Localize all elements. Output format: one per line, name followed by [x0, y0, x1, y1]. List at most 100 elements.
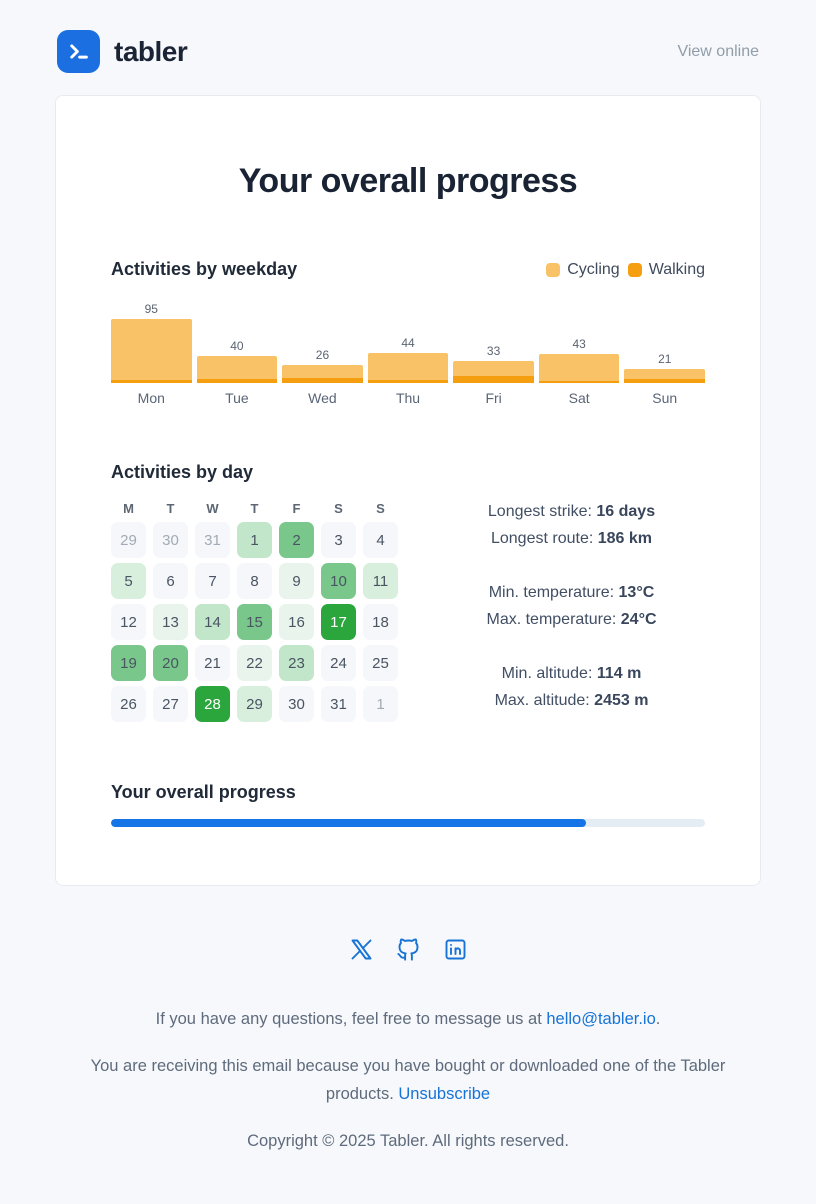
chart-category-label: Fri — [485, 390, 502, 406]
calendar-day-cell[interactable]: 17 — [321, 604, 356, 640]
calendar-day-cell[interactable]: 27 — [153, 686, 188, 722]
chart-category-label: Sat — [568, 390, 590, 406]
stat-group: Min. altitude: 114 m Max. altitude: 2453 … — [438, 660, 705, 714]
brand[interactable]: tabler — [57, 30, 188, 73]
stat-label: Min. altitude: — [501, 665, 597, 682]
stat-value: 24°C — [620, 611, 657, 628]
walking-bar-segment — [367, 380, 449, 383]
github-icon[interactable] — [395, 936, 422, 963]
legend-swatch-icon — [627, 262, 642, 277]
calendar-day-cell[interactable]: 8 — [237, 563, 272, 599]
calendar-day-cell[interactable]: 14 — [195, 604, 230, 640]
calendar-day-cell[interactable]: 29 — [237, 686, 272, 722]
chart-category-label: Thu — [395, 390, 421, 406]
chart-category-label: Tue — [225, 390, 249, 406]
calendar-day-cell[interactable]: 7 — [195, 563, 230, 599]
walking-bar-segment — [111, 380, 192, 383]
chart-category-label: Mon — [137, 390, 165, 406]
progress-section: Your overall progress — [111, 782, 705, 827]
stat-value: 186 km — [597, 530, 652, 547]
unsubscribe-link[interactable]: Unsubscribe — [398, 1085, 491, 1103]
walking-bar-segment — [538, 381, 620, 383]
progress-bar-track — [111, 819, 705, 827]
calendar-weekday-label: S — [334, 501, 343, 516]
calendar-day-cell[interactable]: 16 — [279, 604, 314, 640]
bar-stack[interactable] — [538, 354, 620, 383]
bar-value-label: 33 — [486, 344, 501, 358]
calendar-day-cell[interactable]: 30 — [153, 522, 188, 558]
progress-title: Your overall progress — [111, 782, 296, 802]
x-icon[interactable] — [348, 936, 375, 963]
email-link[interactable]: hello@tabler.io — [546, 1010, 656, 1028]
activity-stats: Longest strike: 16 days Longest route: 18… — [438, 462, 705, 722]
calendar-day-cell[interactable]: 4 — [363, 522, 398, 558]
calendar-day-cell[interactable]: 3 — [321, 522, 356, 558]
stat-value: 114 m — [596, 665, 642, 682]
calendar-day-cell[interactable]: 26 — [111, 686, 146, 722]
calendar-day-cell[interactable]: 12 — [111, 604, 146, 640]
calendar-day-cell[interactable]: 31 — [195, 522, 230, 558]
walking-bar-segment — [624, 379, 706, 383]
bar-stack[interactable] — [196, 356, 278, 383]
cycling-bar-segment — [367, 353, 449, 380]
calendar-day-cell[interactable]: 21 — [195, 645, 230, 681]
cycling-bar-segment — [111, 319, 192, 380]
walking-bar-segment — [453, 376, 534, 383]
bar-stack[interactable] — [111, 319, 192, 383]
brand-name: tabler — [114, 35, 188, 67]
calendar-day-cell[interactable]: 18 — [363, 604, 398, 640]
footer-reason-text: You are receiving this email because you… — [90, 1057, 726, 1103]
email-header: tabler View online — [55, 0, 761, 95]
calendar-day-cell[interactable]: 11 — [363, 563, 398, 599]
legend-swatch-icon — [546, 262, 561, 277]
calendar-day-cell[interactable]: 10 — [321, 563, 356, 599]
calendar-day-cell[interactable]: 25 — [363, 645, 398, 681]
calendar-day-cell[interactable]: 23 — [279, 645, 314, 681]
calendar-day-cell[interactable]: 5 — [111, 563, 146, 599]
calendar-day-cell[interactable]: 20 — [153, 645, 188, 681]
stat-label: Min. temperature: — [488, 584, 619, 601]
calendar-day-cell[interactable]: 24 — [321, 645, 356, 681]
bar-value-label: 95 — [144, 302, 158, 316]
calendar-day-cell[interactable]: 30 — [279, 686, 314, 722]
bar-stack[interactable] — [453, 361, 534, 383]
calendar-weekday-label: T — [166, 501, 175, 516]
calendar-day-cell[interactable]: 29 — [111, 522, 146, 558]
stat-row: Longest strike: 16 days — [438, 498, 705, 525]
chart-bar-column: 95 — [111, 302, 192, 383]
cycling-bar-segment — [282, 365, 363, 378]
calendar-grid: 29 30 31 1 2 3 4 5 6 7 8 9 10 11 12 13 14 15 16 17 18 19 20 21 2… — [111, 522, 398, 722]
calendar-day-cell[interactable]: 22 — [237, 645, 272, 681]
calendar-day-cell[interactable]: 15 — [237, 604, 272, 640]
calendar-day-cell[interactable]: 2 — [279, 522, 314, 558]
calendar-day-cell[interactable]: 9 — [279, 563, 314, 599]
legend-entry: Cycling — [546, 261, 620, 279]
stat-row: Longest route: 186 km — [438, 525, 705, 552]
linkedin-icon[interactable] — [442, 936, 469, 963]
social-links — [55, 936, 761, 963]
cycling-bar-segment — [453, 361, 534, 376]
calendar-day-cell[interactable]: 31 — [321, 686, 356, 722]
footer-reason-line: You are receiving this email because you… — [55, 1052, 761, 1108]
stat-group: Min. temperature: 13°C Max. temperature: … — [438, 579, 705, 633]
bar-stack[interactable] — [624, 369, 706, 383]
bar-stack[interactable] — [282, 365, 363, 383]
calendar-day-cell[interactable]: 1 — [363, 686, 398, 722]
bar-value-label: 44 — [401, 336, 415, 350]
bar-stack[interactable] — [367, 353, 449, 383]
email-footer: If you have any questions, feel free to … — [55, 886, 761, 1204]
calendar-weekday-label: W — [206, 501, 219, 516]
calendar-day-cell[interactable]: 6 — [153, 563, 188, 599]
weekday-section-header: Activities by weekday Cycling Walking — [111, 259, 705, 280]
chart-bar-column: 43 — [538, 337, 620, 383]
page-title: Your overall progress — [238, 162, 578, 200]
stat-label: Max. temperature: — [486, 611, 621, 628]
stat-label: Max. altitude: — [494, 692, 595, 709]
calendar-day-cell[interactable]: 19 — [111, 645, 146, 681]
calendar-day-cell[interactable]: 28 — [195, 686, 230, 722]
calendar-day-cell[interactable]: 13 — [153, 604, 188, 640]
chart-category-label: Sun — [652, 390, 678, 406]
calendar-day-cell[interactable]: 1 — [237, 522, 272, 558]
view-online-link[interactable]: View online — [677, 42, 759, 60]
